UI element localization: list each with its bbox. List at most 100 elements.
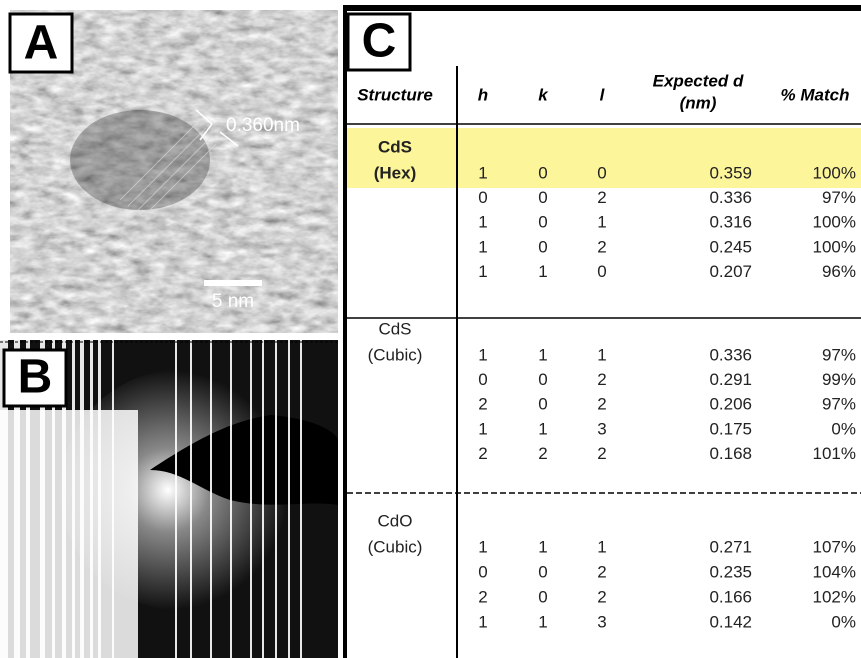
- table-cell: 0: [597, 163, 606, 182]
- structure-label: (Cubic): [368, 537, 423, 556]
- column-header: k: [538, 85, 549, 104]
- table-cell: 0: [538, 587, 547, 606]
- table-cell: 0.168: [709, 444, 752, 463]
- table-cell: 104%: [813, 562, 856, 581]
- panel-label: B: [18, 351, 53, 404]
- table-cell: 0: [478, 188, 487, 207]
- panel-c: C Structure h k l Expected d (nm) % Match CdS (H…: [343, 5, 861, 658]
- table-cell: 3: [597, 612, 606, 631]
- table-cell: 0: [538, 188, 547, 207]
- table-cell: 0: [478, 370, 487, 389]
- table-cell: 0.175: [709, 419, 752, 438]
- column-header: h: [478, 85, 488, 104]
- panel-label: C: [362, 15, 397, 68]
- table-cell: 1: [478, 213, 487, 232]
- table-cell: 2: [597, 370, 606, 389]
- table-cell: 2: [597, 395, 606, 414]
- table-cell: 0.206: [709, 395, 752, 414]
- table-cell: 2: [597, 562, 606, 581]
- table-cell: 2: [597, 444, 606, 463]
- structure-label: CdS: [378, 137, 412, 156]
- table-cell: 1: [538, 419, 547, 438]
- table-cell: 0: [538, 237, 547, 256]
- table-cell: 2: [478, 444, 487, 463]
- table-cell: 2: [478, 395, 487, 414]
- table-cell: 0: [538, 213, 547, 232]
- table-cell: 1: [478, 262, 487, 281]
- table-cell: 2: [597, 587, 606, 606]
- table-cell: 1: [538, 537, 547, 556]
- table-cell: 1: [478, 237, 487, 256]
- lattice-fringes: [119, 119, 217, 217]
- table-cell: 3: [597, 419, 606, 438]
- table-cell: 0: [597, 262, 606, 281]
- panel-label-box: [8, 12, 74, 74]
- table-cell: 102%: [813, 587, 856, 606]
- table-cell: 0.336: [709, 345, 752, 364]
- table-cell: 96%: [822, 262, 856, 281]
- panel-label-box: [2, 348, 68, 408]
- panel-label-box: [346, 12, 412, 72]
- table-cell: 1: [597, 213, 606, 232]
- structure-label: (Cubic): [368, 345, 423, 364]
- column-header: (nm): [680, 93, 717, 112]
- structure-label: (Hex): [374, 163, 417, 182]
- table-cell: 1: [478, 612, 487, 631]
- table-cell: 1: [538, 262, 547, 281]
- table-cell: 1: [478, 345, 487, 364]
- table-cell: 1: [478, 163, 487, 182]
- table-cell: 0.245: [709, 237, 752, 256]
- table-cell: 2: [597, 237, 606, 256]
- column-header: % Match: [781, 85, 850, 104]
- table-cell: 0.207: [709, 262, 752, 281]
- measure-arrows: [195, 109, 239, 147]
- table-cell: 0: [538, 395, 547, 414]
- measurement-label: 0.360nm: [226, 115, 300, 136]
- table-cell: 97%: [822, 345, 856, 364]
- panel-a: 0.360nm 5 nm A: [8, 10, 338, 333]
- table-cell: 100%: [813, 237, 856, 256]
- table-cell: 0.336: [709, 188, 752, 207]
- table-cell: 0: [538, 163, 547, 182]
- table-cell: 0.142: [709, 612, 752, 631]
- table-cell: 0.291: [709, 370, 752, 389]
- particle: [70, 110, 210, 210]
- table-cell: 100%: [813, 213, 856, 232]
- structure-label: CdO: [378, 511, 413, 530]
- table-cell: 100%: [813, 163, 856, 182]
- table-cell: 97%: [822, 395, 856, 414]
- table-cell: 0.271: [709, 537, 752, 556]
- overlay: [0, 410, 138, 658]
- table-cell: 2: [478, 587, 487, 606]
- scale-bar-label: 5 nm: [212, 291, 254, 312]
- highlight: [347, 128, 861, 188]
- table-cell: 2: [597, 188, 606, 207]
- table-cell: 1: [478, 419, 487, 438]
- column-header: Expected d: [653, 71, 744, 90]
- beam-stop: [150, 415, 338, 505]
- table-cell: 99%: [822, 370, 856, 389]
- table-cell: 101%: [813, 444, 856, 463]
- column-header: Structure: [357, 85, 433, 104]
- table-cell: 0.359: [709, 163, 752, 182]
- table-cell: 0: [478, 562, 487, 581]
- table-cell: 0%: [831, 612, 856, 631]
- table-cell: 0: [538, 370, 547, 389]
- table-cell: 1: [538, 345, 547, 364]
- table-cell: 2: [538, 444, 547, 463]
- table-cell: 1: [597, 345, 606, 364]
- structure-label: CdS: [378, 319, 411, 338]
- table-cell: 0.316: [709, 213, 752, 232]
- table-cell: 0: [538, 562, 547, 581]
- table-cell: 107%: [813, 537, 856, 556]
- scale-bar: [204, 280, 262, 286]
- top-border: [343, 5, 861, 11]
- table-cell: 1: [538, 612, 547, 631]
- column-header: l: [600, 85, 606, 104]
- table-cell: 0.235: [709, 562, 752, 581]
- panel-label: A: [24, 17, 59, 70]
- table-cell: 97%: [822, 188, 856, 207]
- panel-b: B: [0, 340, 338, 658]
